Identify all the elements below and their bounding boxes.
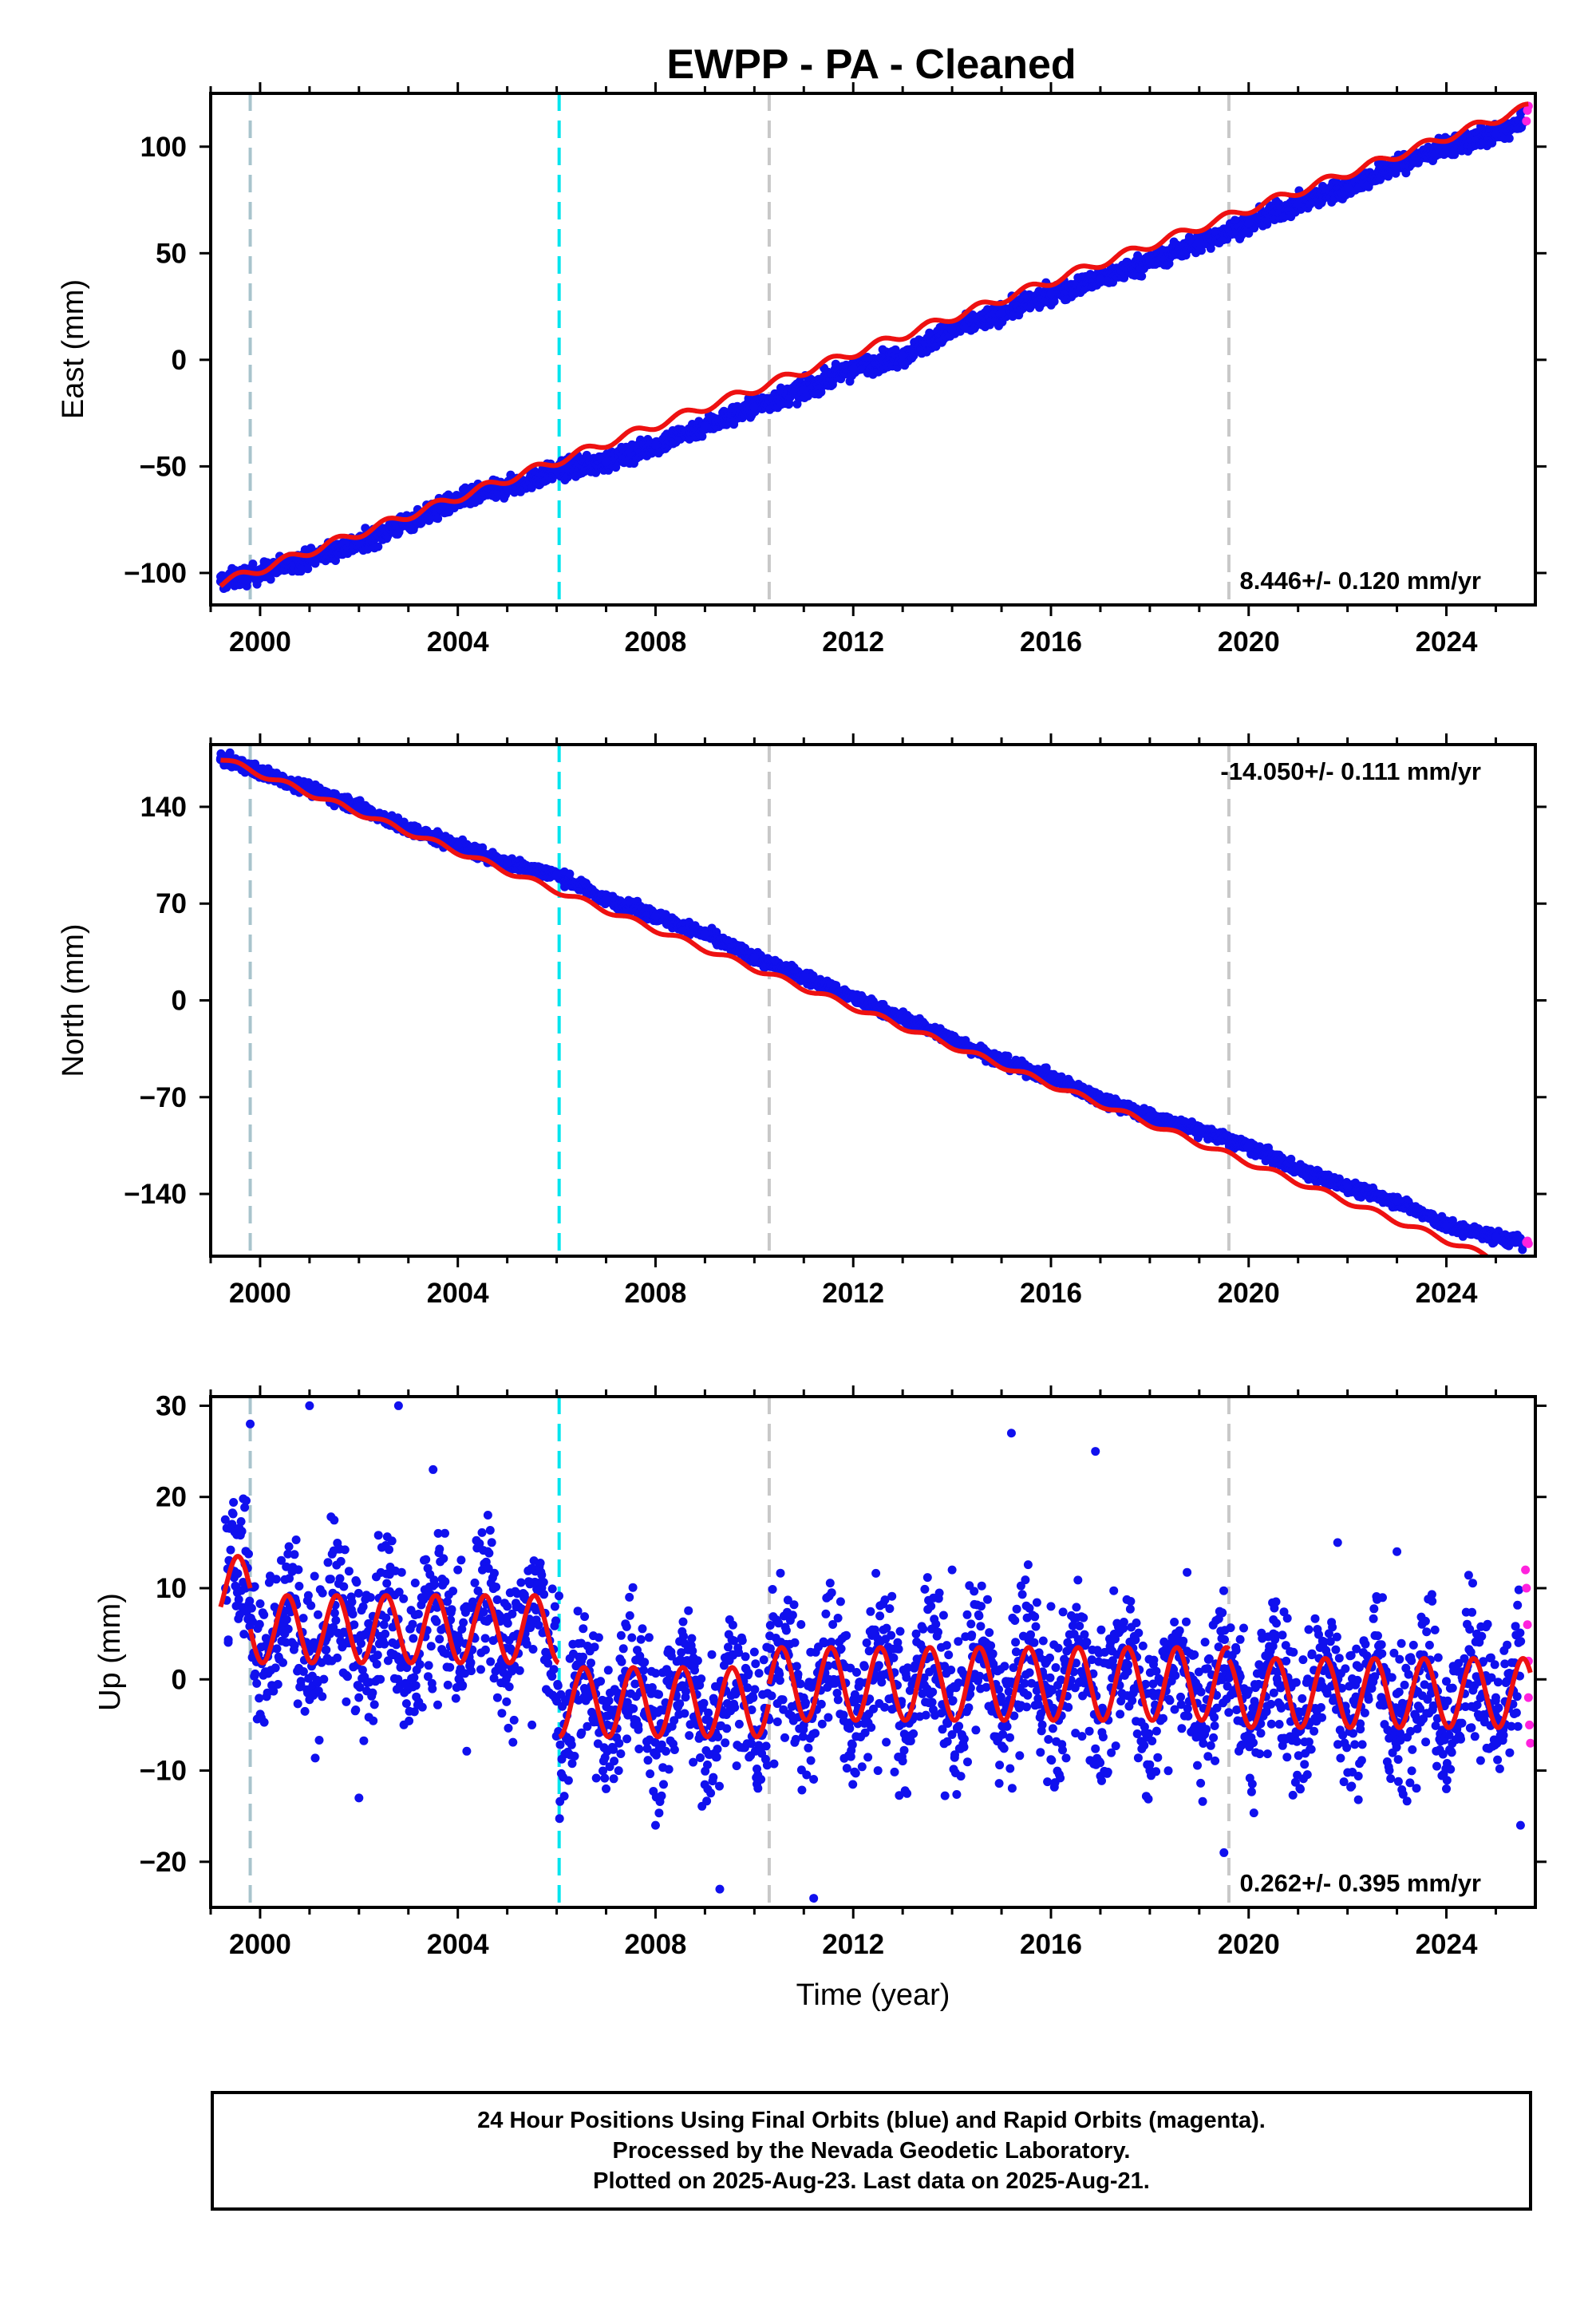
- panel-east: 2000 2004 2008 2012 2016 2020 2024 −100 −50 0 50 10…: [57, 82, 1547, 658]
- y-tick-label: 0: [172, 345, 187, 376]
- y-tick-label: −100: [124, 558, 187, 589]
- rate-label: 8.446+/- 0.120 mm/yr: [1240, 567, 1481, 595]
- data-point: [1244, 219, 1254, 228]
- data-point: [1244, 228, 1254, 238]
- data-point: [700, 421, 709, 431]
- data-point: [1401, 168, 1411, 178]
- x-tick-label: 2020: [1218, 626, 1280, 658]
- data-point: [552, 466, 562, 476]
- data-point: [1343, 183, 1353, 192]
- data-point: [248, 559, 258, 569]
- data-point: [565, 869, 575, 879]
- data-point: [1096, 274, 1105, 283]
- panel-north: 2000 2004 2008 2012 2016 2020 2024−140−7007014…: [57, 733, 1547, 1309]
- data-point: [1294, 200, 1303, 209]
- y-tick-label: 100: [140, 132, 187, 163]
- data-point: [1003, 1051, 1013, 1061]
- data-point: [1046, 289, 1056, 298]
- data-point: [650, 441, 660, 450]
- data-point: [1393, 161, 1402, 171]
- plot-area: [215, 93, 1533, 605]
- data-point: [997, 308, 1006, 318]
- chart-title: EWPP - PA - Cleaned: [666, 41, 1076, 88]
- data-point: [1442, 142, 1452, 152]
- x-tick-label: 2008: [625, 626, 687, 658]
- data-point: [225, 748, 235, 757]
- x-tick-label: 2004: [427, 626, 489, 658]
- data-point: [1206, 243, 1215, 253]
- data-point: [1145, 257, 1155, 267]
- data-point: [848, 364, 858, 373]
- panel-frame: [209, 92, 1537, 607]
- data-point: [1197, 246, 1206, 255]
- data-point: [898, 351, 907, 361]
- data-point: [602, 457, 611, 467]
- data-point: [1491, 129, 1500, 139]
- data-point: [1504, 133, 1514, 143]
- y-tick-label: −50: [140, 451, 187, 482]
- plot-area: [215, 745, 1533, 1256]
- data-point: [799, 385, 808, 394]
- data-point: [266, 575, 275, 584]
- data-point: [947, 325, 957, 334]
- x-tick-label: 2024: [1416, 626, 1478, 658]
- final-orbit-points: [215, 748, 1528, 1255]
- data-point: [749, 402, 759, 412]
- x-tick-label: 2000: [229, 626, 291, 658]
- data-point: [1041, 1063, 1051, 1073]
- data-point: [697, 432, 707, 441]
- data-point: [433, 514, 443, 524]
- data-point: [1195, 238, 1204, 247]
- x-tick-label: 2016: [1020, 626, 1082, 658]
- rapid-point: [1522, 117, 1531, 126]
- x-tick-label: 2012: [822, 626, 884, 658]
- model-line: [219, 101, 1529, 588]
- data-point: [792, 399, 802, 409]
- data-point: [373, 542, 383, 551]
- data-point: [354, 539, 364, 548]
- data-point: [363, 544, 373, 554]
- y-axis-label: East (mm): [57, 279, 90, 419]
- data-point: [1137, 271, 1147, 281]
- y-tick-label: 50: [156, 238, 187, 269]
